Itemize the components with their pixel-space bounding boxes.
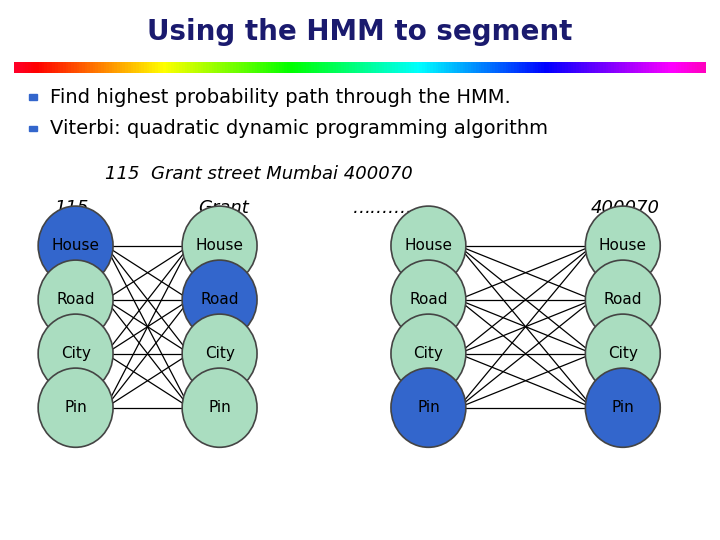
Ellipse shape xyxy=(182,314,257,393)
Text: Road: Road xyxy=(56,292,95,307)
Text: 115  Grant street Mumbai 400070: 115 Grant street Mumbai 400070 xyxy=(105,165,413,183)
Text: Road: Road xyxy=(409,292,448,307)
Text: House: House xyxy=(52,238,99,253)
Bar xyxy=(29,125,37,131)
Text: House: House xyxy=(599,238,647,253)
Text: Pin: Pin xyxy=(417,400,440,415)
Text: City: City xyxy=(204,346,235,361)
Text: Using the HMM to segment: Using the HMM to segment xyxy=(148,18,572,46)
Ellipse shape xyxy=(38,314,113,393)
Ellipse shape xyxy=(182,260,257,339)
Text: House: House xyxy=(405,238,452,253)
Ellipse shape xyxy=(182,206,257,285)
Ellipse shape xyxy=(38,260,113,339)
Text: 115: 115 xyxy=(54,199,89,217)
Text: City: City xyxy=(413,346,444,361)
Ellipse shape xyxy=(391,206,466,285)
Ellipse shape xyxy=(182,368,257,447)
Ellipse shape xyxy=(391,260,466,339)
Ellipse shape xyxy=(38,206,113,285)
Ellipse shape xyxy=(585,368,660,447)
Text: Pin: Pin xyxy=(208,400,231,415)
Ellipse shape xyxy=(585,314,660,393)
Text: 400070: 400070 xyxy=(590,199,660,217)
Text: Road: Road xyxy=(603,292,642,307)
Text: ………….: …………. xyxy=(353,199,431,217)
Text: Find highest probability path through the HMM.: Find highest probability path through th… xyxy=(50,87,510,107)
Text: Pin: Pin xyxy=(64,400,87,415)
Ellipse shape xyxy=(38,368,113,447)
Text: City: City xyxy=(608,346,638,361)
Text: Road: Road xyxy=(200,292,239,307)
Text: City: City xyxy=(60,346,91,361)
Ellipse shape xyxy=(391,314,466,393)
Text: Viterbi: quadratic dynamic programming algorithm: Viterbi: quadratic dynamic programming a… xyxy=(50,119,548,138)
Ellipse shape xyxy=(391,368,466,447)
Text: Grant: Grant xyxy=(198,199,248,217)
Text: Pin: Pin xyxy=(611,400,634,415)
Text: House: House xyxy=(196,238,243,253)
Ellipse shape xyxy=(585,260,660,339)
Ellipse shape xyxy=(585,206,660,285)
Bar xyxy=(29,94,37,100)
